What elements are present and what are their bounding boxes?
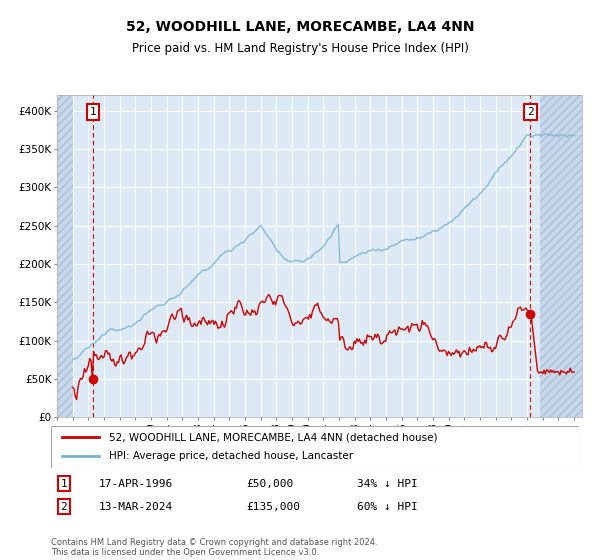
Bar xyxy=(57,95,73,417)
Text: 2: 2 xyxy=(61,502,67,511)
FancyBboxPatch shape xyxy=(51,426,579,468)
Text: 1: 1 xyxy=(89,107,96,117)
Text: 52, WOODHILL LANE, MORECAMBE, LA4 4NN: 52, WOODHILL LANE, MORECAMBE, LA4 4NN xyxy=(126,20,474,34)
Text: 13-MAR-2024: 13-MAR-2024 xyxy=(98,502,173,511)
Text: 1: 1 xyxy=(61,479,67,488)
Text: Contains HM Land Registry data © Crown copyright and database right 2024.
This d: Contains HM Land Registry data © Crown c… xyxy=(51,538,377,557)
Text: £50,000: £50,000 xyxy=(247,479,293,488)
Text: £135,000: £135,000 xyxy=(247,502,301,511)
Bar xyxy=(540,95,582,417)
Text: 17-APR-1996: 17-APR-1996 xyxy=(98,479,173,488)
Text: 2: 2 xyxy=(527,107,534,117)
Text: 52, WOODHILL LANE, MORECAMBE, LA4 4NN (detached house): 52, WOODHILL LANE, MORECAMBE, LA4 4NN (d… xyxy=(109,432,437,442)
Text: HPI: Average price, detached house, Lancaster: HPI: Average price, detached house, Lanc… xyxy=(109,451,353,461)
Text: Price paid vs. HM Land Registry's House Price Index (HPI): Price paid vs. HM Land Registry's House … xyxy=(131,42,469,55)
Text: 60% ↓ HPI: 60% ↓ HPI xyxy=(357,502,418,511)
Text: 34% ↓ HPI: 34% ↓ HPI xyxy=(357,479,418,488)
